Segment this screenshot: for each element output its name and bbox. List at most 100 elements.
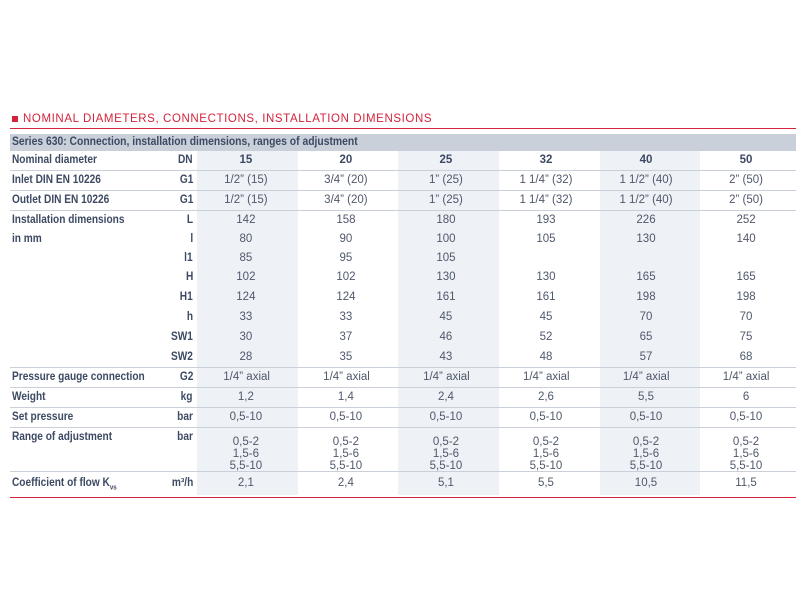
cell-value: 35 <box>339 351 353 363</box>
adjustment-line: 0,5-2 <box>232 436 259 448</box>
row-label: in mm <box>12 233 42 245</box>
cell-value: 102 <box>236 271 256 283</box>
cell-value <box>496 249 596 267</box>
cell-value: 33 <box>339 311 353 323</box>
row-unit: L <box>186 214 193 226</box>
table-body: Nominal diameter DN 15 20 25 32 40 50 Inlet DIN … <box>10 151 796 495</box>
cell-value: 0,5-10 <box>729 411 763 423</box>
table-row: Coefficient of flow Kvs m³/h 2,1 2,4 5,1 5,5 1… <box>10 471 796 495</box>
cell-value: 43 <box>439 351 453 363</box>
row-label: Nominal diameter <box>12 154 97 166</box>
cell-value: 6 <box>742 391 750 403</box>
adjustment-line: 5,5-10 <box>629 460 663 472</box>
row-label <box>10 287 149 307</box>
cell-value: 11,5 <box>735 477 757 489</box>
table-row: SW1 30 37 46 52 65 75 <box>10 327 796 347</box>
cell-value: 105 <box>536 233 556 245</box>
cell-value: 0,5-10 <box>529 411 563 423</box>
row-unit: SW2 <box>170 351 193 363</box>
cell-value <box>696 249 796 267</box>
row-unit: bar <box>177 431 193 443</box>
cell-value: 3/4” (20) <box>324 174 368 186</box>
table-row: H1 124 124 161 161 198 198 <box>10 287 796 307</box>
table-row: in mm l 80 90 100 105 130 140 <box>10 230 796 249</box>
cell-value: 1/4” axial <box>522 371 570 383</box>
row-label: Coefficient of flow Kvs <box>12 477 117 492</box>
row-label: Range of adjustment <box>12 431 113 443</box>
cell-value: 2” (50) <box>729 194 763 206</box>
adjustment-line: 5,5-10 <box>329 460 363 472</box>
cell-value: 193 <box>536 214 556 226</box>
cell-value: 2,4 <box>337 477 354 489</box>
row-unit: m³/h <box>171 477 193 489</box>
row-unit: l1 <box>184 252 193 264</box>
cell-value: 48 <box>539 351 553 363</box>
cell-value: 124 <box>336 291 356 303</box>
cell-value: 0,5-2 1,5-6 5,5-10 <box>496 430 596 472</box>
adjustment-line: 1,5-6 <box>732 448 760 460</box>
cell-value: 161 <box>436 291 456 303</box>
cell-value: 45 <box>439 311 453 323</box>
table-row: Set pressure bar 0,5-10 0,5-10 0,5-10 0,5-10 0… <box>10 407 796 427</box>
adjustment-line: 5,5-10 <box>529 460 563 472</box>
cell-value: 50 <box>739 154 753 166</box>
row-label: Outlet DIN EN 10226 <box>12 194 110 206</box>
cell-value: 1/4” axial <box>622 371 670 383</box>
row-label: Set pressure <box>12 411 74 423</box>
row-label: Weight <box>12 391 46 403</box>
cell-value: 52 <box>539 331 553 343</box>
cell-value: 5,1 <box>437 477 454 489</box>
row-unit: kg <box>181 391 193 403</box>
row-label: Pressure gauge connection <box>12 371 145 383</box>
cell-value: 32 <box>539 154 553 166</box>
row-unit: G1 <box>179 174 193 186</box>
table-row: Outlet DIN EN 10226 G1 1/2” (15) 3/4” (20) 1… <box>10 190 796 210</box>
cell-value: 1 1/2” (40) <box>619 174 673 186</box>
adjustment-line: 1,5-6 <box>232 448 259 460</box>
adjustment-line: 0,5-2 <box>432 436 460 448</box>
cell-value: 142 <box>236 214 256 226</box>
cell-value: 70 <box>739 311 753 323</box>
dimensions-table: Series 630: Connection, installation dim… <box>10 134 796 495</box>
cell-value: 1/2” (15) <box>224 174 268 186</box>
cell-value: 45 <box>539 311 553 323</box>
cell-value: 68 <box>739 351 753 363</box>
bottom-divider <box>10 497 796 498</box>
cell-value: 0,5-2 1,5-6 5,5-10 <box>696 430 796 472</box>
cell-value: 90 <box>339 233 353 245</box>
cell-value: 130 <box>436 271 456 283</box>
cell-value: 75 <box>739 331 753 343</box>
cell-value: 180 <box>436 214 456 226</box>
cell-value: 95 <box>339 252 353 264</box>
cell-value: 28 <box>239 351 253 363</box>
cell-value: 0,5-2 1,5-6 5,5-10 <box>596 430 696 472</box>
adjustment-line: 0,5-2 <box>632 436 660 448</box>
cell-value: 100 <box>436 233 456 245</box>
adjustment-line: 1,5-6 <box>332 448 360 460</box>
table-row: SW2 28 35 43 48 57 68 <box>10 347 796 367</box>
cell-value: 5,5 <box>638 391 654 403</box>
cell-value: 15 <box>239 154 253 166</box>
row-label <box>10 327 149 347</box>
adjustment-line: 1,5-6 <box>632 448 660 460</box>
cell-value: 165 <box>736 271 756 283</box>
row-unit: h <box>186 311 193 323</box>
section-title: NOMINAL DIAMETERS, CONNECTIONS, INSTALLA… <box>23 113 433 125</box>
row-label: Inlet DIN EN 10226 <box>12 174 101 186</box>
adjustment-line: 0,5-2 <box>532 436 560 448</box>
row-label <box>10 249 149 267</box>
table-row: Nominal diameter DN 15 20 25 32 40 50 <box>10 151 796 170</box>
cell-value: 1/4” axial <box>423 371 470 383</box>
row-unit: SW1 <box>170 331 193 343</box>
cell-value: 1 1/4” (32) <box>519 174 573 186</box>
cell-value <box>596 249 696 267</box>
cell-value: 80 <box>239 233 253 245</box>
adjustment-line: 1,5-6 <box>432 448 460 460</box>
table-row: Installation dimensions L 142 158 180 193 226 2… <box>10 210 796 230</box>
cell-value: 2,1 <box>237 477 254 489</box>
row-unit: H1 <box>179 291 193 303</box>
cell-value: 1” (25) <box>429 194 463 206</box>
row-label: Installation dimensions <box>12 214 125 226</box>
cell-value: 198 <box>736 291 756 303</box>
cell-value: 1/4” axial <box>223 371 270 383</box>
